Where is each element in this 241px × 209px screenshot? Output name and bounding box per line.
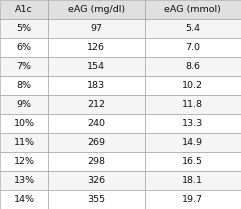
Text: 9%: 9% bbox=[17, 100, 32, 109]
Bar bbox=[48, 152, 145, 171]
Bar bbox=[145, 133, 241, 152]
Text: 19.7: 19.7 bbox=[182, 195, 203, 204]
Bar bbox=[145, 38, 241, 57]
Text: 14%: 14% bbox=[13, 195, 35, 204]
Text: 183: 183 bbox=[87, 81, 106, 90]
Bar bbox=[48, 114, 145, 133]
Bar bbox=[48, 0, 145, 19]
Text: 13%: 13% bbox=[13, 176, 35, 185]
Bar bbox=[0, 152, 48, 171]
Text: 269: 269 bbox=[87, 138, 105, 147]
Bar bbox=[48, 190, 145, 209]
Text: 126: 126 bbox=[87, 43, 105, 52]
Text: 13.3: 13.3 bbox=[182, 119, 203, 128]
Bar bbox=[0, 76, 48, 95]
Bar bbox=[0, 171, 48, 190]
Bar bbox=[0, 19, 48, 38]
Bar bbox=[0, 38, 48, 57]
Bar bbox=[48, 19, 145, 38]
Bar bbox=[145, 19, 241, 38]
Text: 11.8: 11.8 bbox=[182, 100, 203, 109]
Bar bbox=[145, 190, 241, 209]
Bar bbox=[48, 38, 145, 57]
Text: eAG (mmol): eAG (mmol) bbox=[164, 5, 221, 14]
Bar bbox=[145, 171, 241, 190]
Text: 7.0: 7.0 bbox=[185, 43, 200, 52]
Text: A1c: A1c bbox=[15, 5, 33, 14]
Text: 154: 154 bbox=[87, 62, 105, 71]
Text: 5.4: 5.4 bbox=[185, 24, 200, 33]
Text: 8%: 8% bbox=[17, 81, 32, 90]
Bar bbox=[145, 114, 241, 133]
Bar bbox=[48, 95, 145, 114]
Text: 12%: 12% bbox=[13, 157, 35, 166]
Text: 10%: 10% bbox=[13, 119, 35, 128]
Text: 212: 212 bbox=[87, 100, 105, 109]
Text: 10.2: 10.2 bbox=[182, 81, 203, 90]
Text: 298: 298 bbox=[87, 157, 105, 166]
Text: 355: 355 bbox=[87, 195, 106, 204]
Bar bbox=[0, 0, 48, 19]
Text: 326: 326 bbox=[87, 176, 106, 185]
Bar bbox=[48, 76, 145, 95]
Bar bbox=[145, 0, 241, 19]
Text: 18.1: 18.1 bbox=[182, 176, 203, 185]
Bar bbox=[0, 114, 48, 133]
Text: 6%: 6% bbox=[17, 43, 32, 52]
Bar bbox=[145, 95, 241, 114]
Text: 14.9: 14.9 bbox=[182, 138, 203, 147]
Text: 11%: 11% bbox=[13, 138, 35, 147]
Text: eAG (mg/dl): eAG (mg/dl) bbox=[68, 5, 125, 14]
Text: 8.6: 8.6 bbox=[185, 62, 200, 71]
Bar bbox=[145, 152, 241, 171]
Text: 240: 240 bbox=[87, 119, 105, 128]
Text: 16.5: 16.5 bbox=[182, 157, 203, 166]
Text: 7%: 7% bbox=[17, 62, 32, 71]
Bar bbox=[0, 190, 48, 209]
Text: 97: 97 bbox=[90, 24, 102, 33]
Bar bbox=[145, 57, 241, 76]
Bar bbox=[145, 76, 241, 95]
Text: 5%: 5% bbox=[17, 24, 32, 33]
Bar bbox=[48, 133, 145, 152]
Bar bbox=[48, 57, 145, 76]
Bar bbox=[0, 133, 48, 152]
Bar bbox=[0, 57, 48, 76]
Bar bbox=[48, 171, 145, 190]
Bar bbox=[0, 95, 48, 114]
